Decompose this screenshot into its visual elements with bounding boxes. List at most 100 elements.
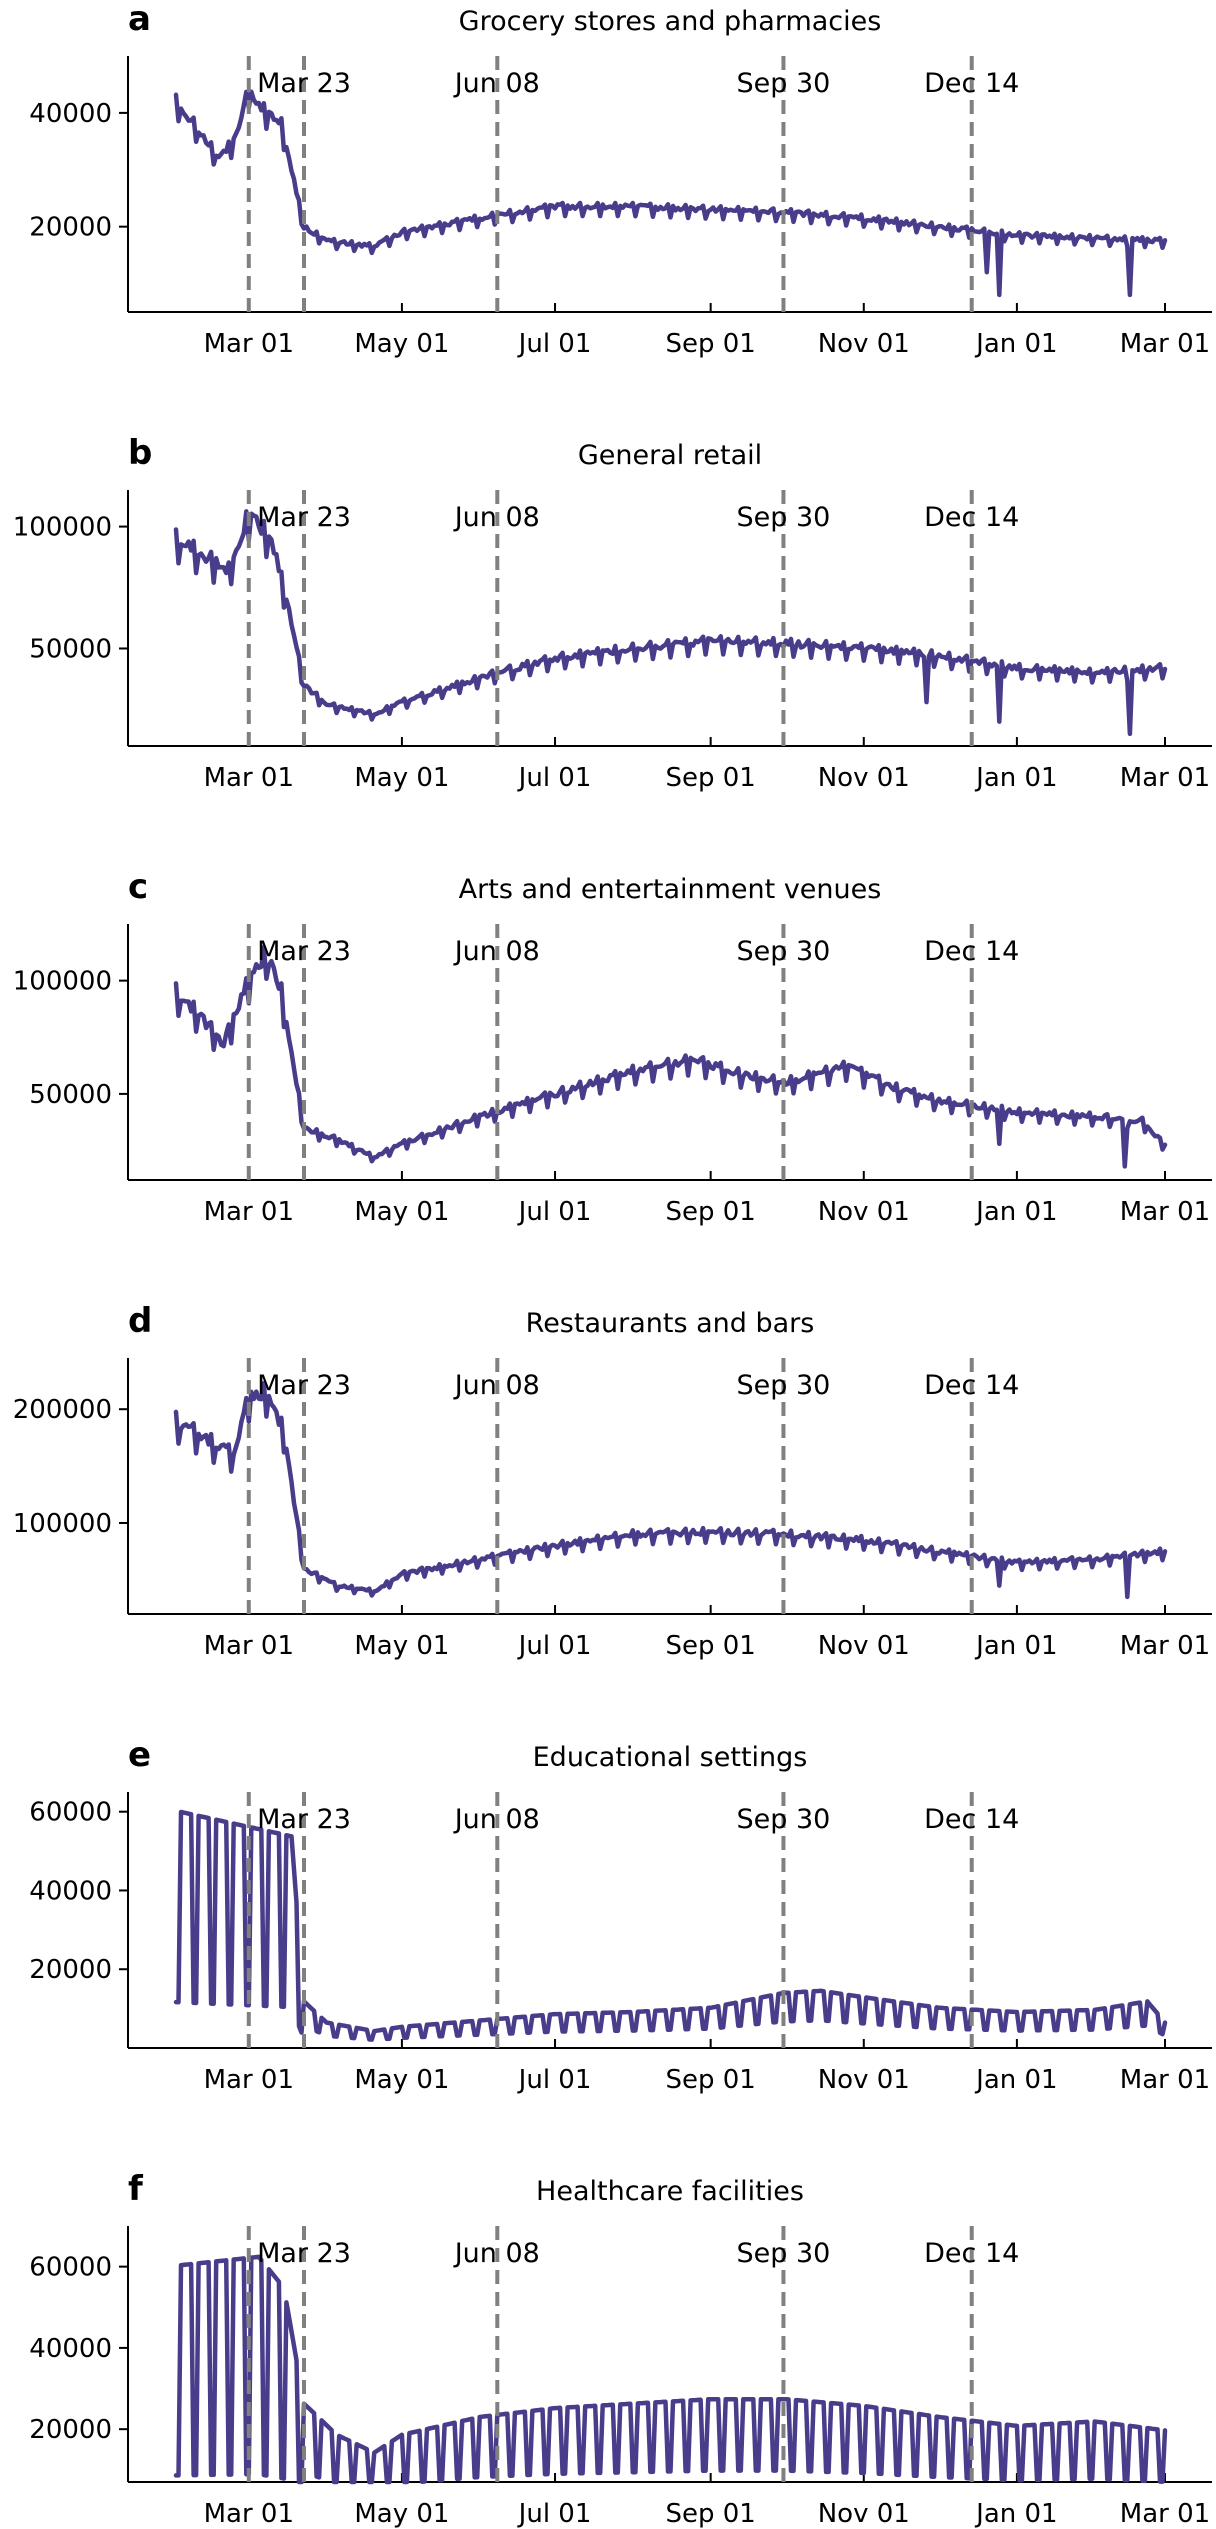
panel-letter: d xyxy=(128,1301,152,1341)
x-tick-label: Sep 01 xyxy=(665,1631,755,1661)
x-tick-label: Mar 01 xyxy=(204,1631,294,1661)
series-line xyxy=(173,1380,1168,1600)
event-label: Sep 30 xyxy=(737,502,831,533)
y-tick-label: 40000 xyxy=(29,1876,112,1906)
event-label: Dec 14 xyxy=(924,936,1019,967)
x-tick-label: May 01 xyxy=(354,1197,449,1227)
panel-letter: f xyxy=(128,2169,144,2209)
series-line xyxy=(173,89,1168,298)
panel-letter: a xyxy=(128,0,151,39)
y-tick-label: 60000 xyxy=(29,2253,112,2283)
event-label: Jun 08 xyxy=(453,1804,540,1835)
event-label: Dec 14 xyxy=(924,1804,1019,1835)
x-tick-label: Jul 01 xyxy=(517,2499,592,2529)
x-tick-label: Nov 01 xyxy=(818,1631,910,1661)
event-label: Dec 14 xyxy=(924,1370,1019,1401)
event-label: Sep 30 xyxy=(737,68,831,99)
x-tick-label: Jul 01 xyxy=(517,1197,592,1227)
event-label: Mar 23 xyxy=(257,2238,351,2269)
event-label: Mar 23 xyxy=(257,936,351,967)
event-label: Mar 23 xyxy=(257,1804,351,1835)
event-label: Dec 14 xyxy=(924,502,1019,533)
x-tick-label: Sep 01 xyxy=(665,2499,755,2529)
event-label: Sep 30 xyxy=(737,1370,831,1401)
x-tick-label: Nov 01 xyxy=(818,1197,910,1227)
x-tick-label: Jan 01 xyxy=(974,329,1057,359)
panel-letter: c xyxy=(128,867,148,907)
x-tick-label: Mar 01 xyxy=(1120,2065,1210,2095)
x-tick-label: Mar 01 xyxy=(1120,2499,1210,2529)
x-tick-label: Mar 01 xyxy=(204,2499,294,2529)
x-tick-label: Mar 01 xyxy=(204,763,294,793)
x-tick-label: Jul 01 xyxy=(517,329,592,359)
x-tick-label: Sep 01 xyxy=(665,1197,755,1227)
x-tick-label: Nov 01 xyxy=(818,2499,910,2529)
panel-title: Restaurants and bars xyxy=(526,1308,815,1339)
x-tick-label: Jul 01 xyxy=(517,2065,592,2095)
y-tick-label: 100000 xyxy=(13,967,112,997)
series-line xyxy=(173,1809,1168,2042)
event-label: Mar 23 xyxy=(257,502,351,533)
x-tick-label: May 01 xyxy=(354,2065,449,2095)
y-tick-label: 100000 xyxy=(13,513,112,543)
event-label: Jun 08 xyxy=(453,68,540,99)
event-label: Mar 23 xyxy=(257,1370,351,1401)
x-tick-label: Mar 01 xyxy=(204,329,294,359)
y-tick-label: 50000 xyxy=(29,1080,112,1110)
panel-letter: e xyxy=(128,1735,151,1775)
x-tick-label: Jan 01 xyxy=(974,2499,1057,2529)
panel-title: Educational settings xyxy=(533,1742,808,1773)
event-label: Jun 08 xyxy=(453,936,540,967)
x-tick-label: Mar 01 xyxy=(1120,1197,1210,1227)
y-tick-label: 100000 xyxy=(13,1509,112,1539)
x-tick-label: May 01 xyxy=(354,2499,449,2529)
x-tick-label: Sep 01 xyxy=(665,329,755,359)
panel-title: Arts and entertainment venues xyxy=(459,874,882,905)
y-tick-label: 20000 xyxy=(29,2415,112,2445)
y-tick-label: 20000 xyxy=(29,213,112,243)
x-tick-label: Jan 01 xyxy=(974,1197,1057,1227)
panel-c: c Arts and entertainment venues 50000 10000… xyxy=(13,867,1212,1227)
x-tick-label: Sep 01 xyxy=(665,2065,755,2095)
event-label: Dec 14 xyxy=(924,68,1019,99)
x-tick-label: Jan 01 xyxy=(974,1631,1057,1661)
x-tick-label: Nov 01 xyxy=(818,2065,910,2095)
panel-a: a Grocery stores and pharmacies 20000 40000… xyxy=(29,0,1212,359)
panel-title: Healthcare facilities xyxy=(536,2176,804,2207)
x-tick-label: Jan 01 xyxy=(974,763,1057,793)
series-line xyxy=(173,2254,1168,2485)
y-tick-label: 200000 xyxy=(13,1395,112,1425)
x-tick-label: Jul 01 xyxy=(517,1631,592,1661)
y-tick-label: 20000 xyxy=(29,1955,112,1985)
x-tick-label: Nov 01 xyxy=(818,763,910,793)
x-tick-label: May 01 xyxy=(354,763,449,793)
x-tick-label: Mar 01 xyxy=(204,1197,294,1227)
panel-f: f Healthcare facilities 20000 40000 60000 Mar… xyxy=(29,2169,1212,2529)
series-line xyxy=(173,509,1168,737)
event-label: Sep 30 xyxy=(737,2238,831,2269)
event-label: Sep 30 xyxy=(737,936,831,967)
event-label: Mar 23 xyxy=(257,68,351,99)
series-line xyxy=(173,945,1168,1169)
x-tick-label: Jan 01 xyxy=(974,2065,1057,2095)
x-tick-label: May 01 xyxy=(354,1631,449,1661)
panel-title: Grocery stores and pharmacies xyxy=(459,6,882,37)
x-tick-label: Mar 01 xyxy=(1120,763,1210,793)
panel-b: b General retail 50000 100000 Mar 01 May 01 Ju… xyxy=(13,433,1212,793)
x-tick-label: Nov 01 xyxy=(818,329,910,359)
event-label: Sep 30 xyxy=(737,1804,831,1835)
panel-title: General retail xyxy=(578,440,762,471)
event-label: Dec 14 xyxy=(924,2238,1019,2269)
event-label: Jun 08 xyxy=(453,502,540,533)
panel-e: e Educational settings 20000 40000 60000 Mar … xyxy=(29,1735,1212,2095)
x-tick-label: May 01 xyxy=(354,329,449,359)
y-tick-label: 40000 xyxy=(29,99,112,129)
y-tick-label: 40000 xyxy=(29,2334,112,2364)
x-tick-label: Sep 01 xyxy=(665,763,755,793)
panel-letter: b xyxy=(128,433,152,473)
x-tick-label: Jul 01 xyxy=(517,763,592,793)
y-tick-label: 60000 xyxy=(29,1798,112,1828)
event-label: Jun 08 xyxy=(453,1370,540,1401)
event-label: Jun 08 xyxy=(453,2238,540,2269)
